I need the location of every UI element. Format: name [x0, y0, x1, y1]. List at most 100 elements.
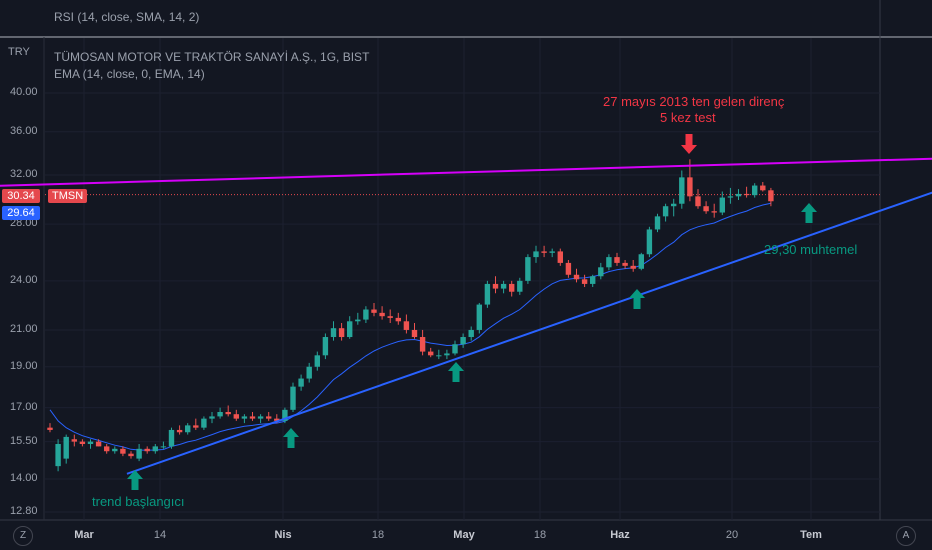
candle-down: [338, 323, 345, 341]
candle-body: [120, 448, 126, 454]
ema-indicator-label[interactable]: EMA (14, close, 0, EMA, 14): [54, 67, 205, 81]
candle-down: [47, 423, 53, 433]
rsi-indicator-label[interactable]: RSI (14, close, SMA, 14, 2): [54, 10, 200, 24]
candle-body: [614, 257, 620, 263]
candle-body: [428, 351, 434, 356]
candle-up: [517, 277, 523, 295]
candle-down: [144, 446, 150, 454]
candle-body: [419, 337, 426, 352]
candle-up: [136, 443, 142, 462]
up-arrow-icon: [283, 428, 299, 448]
symbol-title[interactable]: TÜMOSAN MOTOR VE TRAKTÖR SANAYİ A.Ş., 1G…: [54, 50, 370, 64]
price-tick-label: 15.50: [10, 434, 38, 447]
scale-left-button[interactable]: Z: [13, 526, 33, 546]
candle-up: [298, 374, 304, 391]
candle-down: [120, 446, 126, 457]
candle-body: [525, 257, 531, 281]
candle-up: [347, 316, 353, 339]
candle-body: [500, 283, 507, 289]
up-arrow-icon: [801, 203, 817, 223]
price-tick-label: 36.00: [10, 124, 38, 137]
candle-body: [71, 439, 77, 442]
candle-up: [355, 312, 361, 325]
down-arrow-icon: [681, 134, 697, 154]
candle-up: [727, 187, 734, 204]
time-tick-label: May: [453, 529, 475, 541]
candle-down: [760, 182, 766, 192]
candle-body: [330, 328, 337, 338]
candle-body: [47, 427, 53, 430]
candle-body: [630, 265, 636, 269]
target-annotation: 29,30 muhtemel: [764, 242, 858, 257]
candle-body: [185, 425, 191, 433]
candle-body: [743, 193, 750, 196]
candle-up: [436, 349, 442, 360]
candle-up: [306, 362, 312, 383]
candle-down: [387, 309, 393, 324]
candle-up: [468, 326, 474, 341]
candle-body: [492, 283, 499, 289]
candle-body: [338, 328, 345, 338]
candle-down: [79, 439, 86, 447]
candle-down: [128, 451, 134, 459]
candle-up: [63, 434, 69, 464]
trend-start-annotation: trend başlangıcı: [92, 494, 185, 509]
candle-body: [735, 193, 742, 197]
candle-down: [711, 203, 717, 218]
candle-down: [403, 314, 410, 334]
candle-body: [95, 441, 102, 447]
candle-down: [104, 443, 110, 454]
candle-body: [322, 337, 329, 356]
support-trendline: [126, 191, 932, 475]
price-tick-label: 32.00: [10, 168, 38, 181]
candle-up: [257, 414, 264, 424]
candle-down: [95, 439, 102, 447]
time-tick-label: Mar: [74, 529, 94, 541]
candle-down: [622, 259, 628, 269]
candle-body: [557, 251, 563, 263]
price-tick-label: 21.00: [10, 322, 38, 335]
candle-body: [112, 448, 118, 452]
candle-body: [144, 448, 150, 452]
candle-body: [63, 436, 69, 459]
auto-scale-button[interactable]: A: [896, 526, 916, 546]
candle-up: [444, 349, 450, 360]
candle-body: [687, 177, 693, 197]
candle-up: [679, 170, 685, 209]
candle-down: [193, 418, 199, 430]
candle-up: [654, 213, 661, 233]
candle-down: [249, 412, 256, 421]
price-tick-label: 12.80: [10, 505, 38, 517]
candle-down: [703, 201, 709, 214]
candle-body: [671, 203, 677, 207]
candle-body: [590, 276, 596, 284]
price-tick-label: 19.00: [10, 359, 38, 372]
candle-up: [598, 262, 604, 280]
candle-up: [646, 226, 653, 258]
candle-body: [484, 283, 491, 305]
candle-body: [403, 321, 410, 330]
candle-up: [152, 443, 158, 454]
candle-down: [573, 268, 580, 283]
candle-body: [193, 425, 199, 428]
candle-body: [79, 441, 86, 444]
candle-down: [541, 245, 547, 258]
arrows-layer: [127, 134, 817, 490]
candle-body: [347, 321, 353, 338]
price-tick-label: 28.00: [10, 217, 38, 230]
candle-down: [557, 248, 563, 266]
candle-body: [87, 441, 94, 444]
price-tick-label: 14.00: [10, 472, 38, 485]
candle-down: [565, 259, 572, 278]
candle-up: [719, 191, 725, 216]
candle-down: [266, 412, 272, 421]
candle-up: [185, 423, 191, 435]
candle-up: [500, 280, 507, 294]
candle-body: [274, 418, 280, 421]
candle-up: [484, 280, 491, 308]
candle-body: [55, 443, 61, 467]
candle-up: [282, 407, 288, 424]
candle-body: [768, 190, 774, 202]
candle-body: [541, 251, 547, 253]
